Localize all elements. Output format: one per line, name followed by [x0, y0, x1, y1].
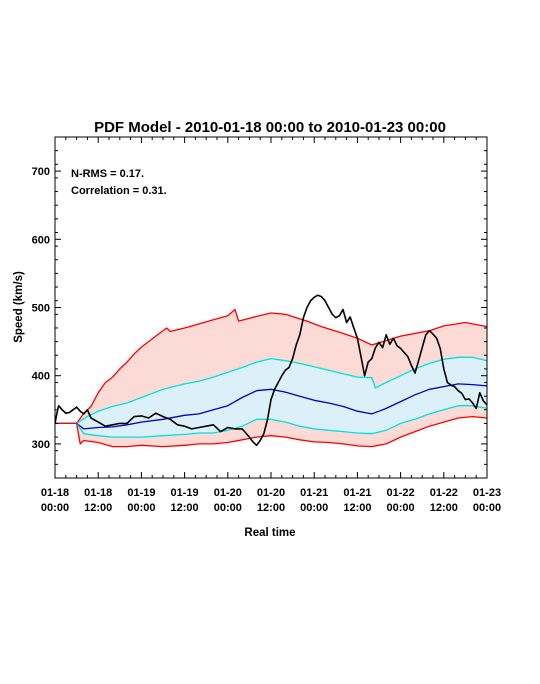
- x-tick-label-time: 00:00: [214, 502, 242, 514]
- x-tick-label-date: 01-18: [84, 487, 112, 499]
- x-tick-label-date: 01-21: [343, 487, 371, 499]
- x-tick-label-date: 01-21: [300, 487, 328, 499]
- x-tick-label-time: 12:00: [430, 502, 458, 514]
- x-tick-label-date: 01-19: [127, 487, 155, 499]
- x-tick-label-time: 12:00: [257, 502, 285, 514]
- series-lines: [54, 294, 488, 448]
- x-tick-label-date: 01-19: [171, 487, 199, 499]
- series-outer-upper-line: [55, 308, 488, 425]
- series-inner-upper-line: [55, 356, 488, 425]
- x-tick-label-date: 01-22: [430, 487, 458, 499]
- x-tick-label-time: 00:00: [127, 502, 155, 514]
- axes: 300 400 500 600 700 01-18 00:00 01-18 12:00 01-19…: [32, 136, 501, 514]
- series-inner-lower-line: [55, 405, 488, 438]
- x-tick-label-date: 01-22: [387, 487, 415, 499]
- y-tick-label: 700: [32, 166, 50, 178]
- x-tick-label-date: 01-20: [257, 487, 285, 499]
- x-axis-label: Real time: [244, 527, 295, 539]
- x-tick-label-time: 00:00: [387, 502, 415, 514]
- y-axis-label: Speed (km/s): [13, 271, 25, 343]
- x-tick-label-time: 00:00: [300, 502, 328, 514]
- x-tick-label-date: 01-18: [41, 487, 69, 499]
- y-tick-label: 500: [32, 303, 50, 315]
- chart-title: PDF Model - 2010-01-18 00:00 to 2010-01-…: [94, 119, 446, 136]
- y-tick-label: 300: [32, 439, 50, 451]
- x-tick-label-time: 12:00: [171, 502, 199, 514]
- x-tick-label-date: 01-20: [214, 487, 242, 499]
- y-tick-label: 600: [32, 234, 50, 246]
- x-tick-label-time: 00:00: [41, 502, 69, 514]
- nrms-annotation: N-RMS = 0.17.: [71, 168, 144, 180]
- x-tick-label-time: 12:00: [84, 502, 112, 514]
- series-median-line: [55, 383, 488, 430]
- x-tick-label-date: 01-23: [473, 487, 501, 499]
- series-outer-lower-line: [55, 415, 488, 448]
- series-observed-line: [54, 294, 488, 447]
- correlation-annotation: Correlation = 0.31.: [71, 185, 167, 197]
- y-tick-label: 400: [32, 371, 50, 383]
- x-tick-label-time: 00:00: [473, 502, 501, 514]
- x-tick-label-time: 12:00: [343, 502, 371, 514]
